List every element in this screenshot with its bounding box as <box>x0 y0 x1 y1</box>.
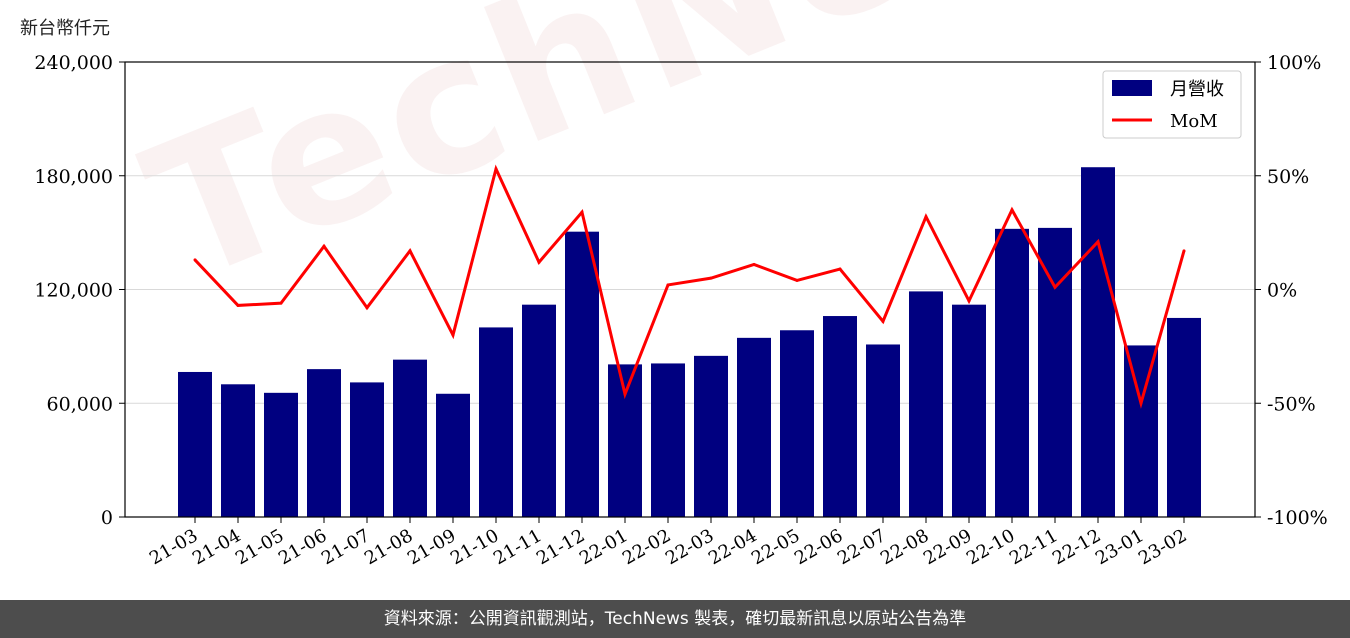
x-tick-label: 22-04 <box>705 525 760 569</box>
x-tick-label: 21-11 <box>490 525 545 569</box>
mom-point <box>408 249 412 253</box>
x-tick-label: 22-01 <box>576 525 631 569</box>
y-axis-unit-label: 新台幣仟元 <box>20 18 110 39</box>
x-tick-label: 21-06 <box>275 525 330 569</box>
x-tick-label: 22-12 <box>1049 525 1104 569</box>
y-left-tick-label: 180,000 <box>34 166 113 188</box>
revenue-bar <box>1124 345 1158 517</box>
revenue-bar <box>909 291 943 517</box>
mom-point <box>580 210 584 214</box>
mom-point <box>279 301 283 305</box>
x-tick-label: 22-08 <box>877 525 932 569</box>
legend-bar-swatch <box>1112 80 1152 96</box>
x-tick-label: 21-09 <box>404 525 459 569</box>
y-right-tick-label: 100% <box>1267 52 1321 74</box>
mom-point <box>1010 208 1014 212</box>
revenue-bar <box>651 363 685 517</box>
revenue-bar <box>1167 317 1201 517</box>
revenue-bar <box>307 369 341 517</box>
revenue-bar <box>565 231 599 518</box>
mom-point <box>924 215 928 219</box>
revenue-bar <box>1038 227 1072 517</box>
legend: 月營收 MoM <box>1102 70 1242 139</box>
mom-point <box>1139 401 1143 405</box>
x-tick-label: 21-05 <box>232 525 287 569</box>
x-tick-label: 21-07 <box>318 525 373 569</box>
x-tick-label: 22-09 <box>920 525 975 569</box>
x-tick-label: 23-02 <box>1135 525 1190 569</box>
mom-point <box>623 392 627 396</box>
y-left-tick-label: 120,000 <box>34 280 113 302</box>
revenue-bar <box>995 228 1029 518</box>
revenue-bar <box>780 330 814 517</box>
chart: 0 60,000 120,000 180,000 240,000 -100% -50% 0% 5… <box>34 52 1328 569</box>
mom-point <box>193 258 197 262</box>
revenue-bar <box>393 359 427 517</box>
x-tick-label: 22-02 <box>619 525 674 569</box>
mom-point <box>1182 249 1186 253</box>
mom-line <box>193 164 1186 409</box>
mom-point <box>838 267 842 271</box>
x-tick-label: 21-10 <box>447 525 502 569</box>
mom-point <box>236 303 240 307</box>
revenue-bars <box>178 167 1201 518</box>
y-left-tick-label: 60,000 <box>47 393 113 415</box>
y-right-tick-label: 50% <box>1267 166 1309 188</box>
y-left-tick-label: 240,000 <box>34 52 113 74</box>
revenue-bar <box>823 316 857 517</box>
mom-point <box>1096 240 1100 244</box>
source-footer: 資料來源：公開資訊觀測站，TechNews 製表，確切最新訊息以原站公告為準 <box>0 600 1350 638</box>
revenue-bar <box>350 382 384 517</box>
x-tick-label: 21-03 <box>146 525 201 569</box>
mom-point <box>709 276 713 280</box>
mom-point <box>752 262 756 266</box>
mom-point <box>967 299 971 303</box>
y-right-tick-label: -50% <box>1267 393 1316 415</box>
x-tick-label: 22-06 <box>791 525 846 569</box>
revenue-bar <box>608 364 642 517</box>
revenue-bar <box>737 337 771 517</box>
mom-point <box>881 319 885 323</box>
mom-point <box>666 283 670 287</box>
x-tick-label: 22-03 <box>662 525 717 569</box>
mom-point <box>795 278 799 282</box>
revenue-bar <box>479 327 513 517</box>
revenue-bar <box>866 344 900 517</box>
revenue-bar <box>694 355 728 517</box>
legend-label-revenue: 月營收 <box>1170 79 1224 100</box>
mom-point <box>365 306 369 310</box>
mom-point <box>451 333 455 337</box>
x-tick-label: 21-12 <box>533 525 588 569</box>
legend-label-mom: MoM <box>1170 111 1218 132</box>
revenue-bar <box>522 304 556 517</box>
x-tick-label: 22-10 <box>963 525 1018 569</box>
revenue-bar <box>436 393 470 517</box>
revenue-bar <box>178 371 212 517</box>
x-tick-label: 22-11 <box>1006 525 1061 569</box>
revenue-bar <box>952 304 986 517</box>
revenue-bar <box>1081 167 1115 517</box>
x-tick-label: 22-07 <box>834 525 889 569</box>
y-right-tick-label: 0% <box>1267 280 1297 302</box>
revenue-bar <box>264 392 298 517</box>
x-tick-label: 23-01 <box>1092 525 1147 569</box>
y-left-tick-label: 0 <box>101 507 113 529</box>
x-tick-label: 21-04 <box>189 525 244 569</box>
mom-point <box>322 244 326 248</box>
revenue-bar <box>221 384 255 517</box>
mom-point <box>1053 285 1057 289</box>
mom-point <box>494 167 498 171</box>
y-right-tick-label: -100% <box>1267 507 1328 529</box>
x-tick-label: 21-08 <box>361 525 416 569</box>
x-tick-label: 22-05 <box>748 525 803 569</box>
mom-line-series <box>193 164 1186 409</box>
mom-point <box>537 260 541 264</box>
